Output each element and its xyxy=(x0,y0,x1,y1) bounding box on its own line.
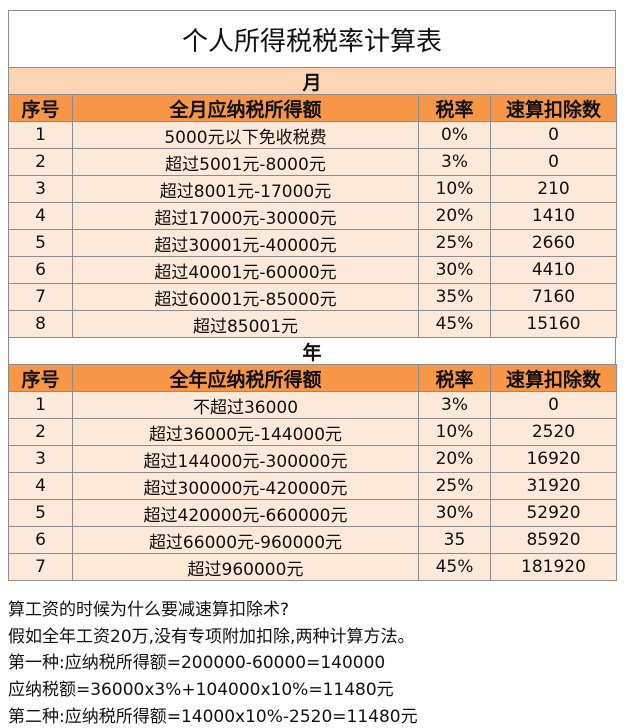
note-line: 假如全年工资20万,没有专项附加扣除,两种计算方法。 xyxy=(8,626,415,647)
table-cell: 3% xyxy=(418,148,491,176)
table-cell: 超过300000元-420000元 xyxy=(72,472,419,500)
section-label: 年 xyxy=(8,337,616,365)
table-cell: 8 xyxy=(8,310,73,338)
table-cell: 10% xyxy=(418,175,491,203)
table-cell: 超过40001元-60000元 xyxy=(72,256,419,284)
table-cell: 超过420000元-660000元 xyxy=(72,499,419,527)
table-cell: 25% xyxy=(418,472,491,500)
table-cell: 30% xyxy=(418,256,491,284)
table-cell: 6 xyxy=(8,256,73,284)
table-cell: 超过17000元-30000元 xyxy=(72,202,419,230)
column-header: 税率 xyxy=(418,94,491,122)
table-cell: 31920 xyxy=(490,472,617,500)
table-cell: 181920 xyxy=(490,553,617,581)
table-cell: 1410 xyxy=(490,202,617,230)
table-cell: 超过30001元-40000元 xyxy=(72,229,419,257)
column-header: 税率 xyxy=(418,364,491,392)
table-cell: 45% xyxy=(418,553,491,581)
table-cell: 0 xyxy=(490,121,617,149)
table-cell: 5 xyxy=(8,229,73,257)
table-cell: 85920 xyxy=(490,526,617,554)
table-cell: 20% xyxy=(418,445,491,473)
table-cell: 超过36000元-144000元 xyxy=(72,418,419,446)
table-cell: 0 xyxy=(490,391,617,419)
table-cell: 0 xyxy=(490,148,617,176)
table-cell: 52920 xyxy=(490,499,617,527)
table-cell: 超过60001元-85000元 xyxy=(72,283,419,311)
table-cell: 7 xyxy=(8,553,73,581)
note-line: 第二种:应纳税所得额=14000x10%-2520=11480元 xyxy=(8,706,418,727)
note-line: 算工资的时候为什么要减速算扣除术? xyxy=(8,600,290,620)
table-cell: 超过960000元 xyxy=(72,553,419,581)
note-line: 应纳税额=36000x3%+104000x10%=11480元 xyxy=(8,680,394,701)
table-cell: 210 xyxy=(490,175,617,203)
table-cell: 25% xyxy=(418,229,491,257)
table-cell: 超过8001元-17000元 xyxy=(72,175,419,203)
table-cell: 4 xyxy=(8,472,73,500)
table-cell: 2520 xyxy=(490,418,617,446)
table-cell: 35% xyxy=(418,283,491,311)
section-label: 月 xyxy=(8,67,616,95)
table-cell: 超过85001元 xyxy=(72,310,419,338)
table-cell: 7160 xyxy=(490,283,617,311)
table-cell: 1 xyxy=(8,121,73,149)
table-cell: 2660 xyxy=(490,229,617,257)
table-cell: 1 xyxy=(8,391,73,419)
table-cell: 20% xyxy=(418,202,491,230)
table-cell: 2 xyxy=(8,418,73,446)
table-cell: 5000元以下免收税费 xyxy=(72,121,419,149)
table-cell: 6 xyxy=(8,526,73,554)
table-cell: 16920 xyxy=(490,445,617,473)
table-cell: 不超过36000 xyxy=(72,391,419,419)
table-cell: 0% xyxy=(418,121,491,149)
table-cell: 10% xyxy=(418,418,491,446)
note-line: 第一种:应纳税所得额=200000-60000=140000 xyxy=(8,653,386,674)
table-cell: 5 xyxy=(8,499,73,527)
column-header: 序号 xyxy=(8,94,73,122)
column-header: 全年应纳税所得额 xyxy=(72,364,419,392)
table-cell: 35 xyxy=(418,526,491,554)
table-cell: 超过144000元-300000元 xyxy=(72,445,419,473)
table-cell: 3 xyxy=(8,445,73,473)
column-header: 速算扣除数 xyxy=(490,364,617,392)
table-title: 个人所得税税率计算表 xyxy=(8,10,616,68)
table-cell: 15160 xyxy=(490,310,617,338)
table-cell: 30% xyxy=(418,499,491,527)
table-cell: 超过5001元-8000元 xyxy=(72,148,419,176)
table-cell: 3% xyxy=(418,391,491,419)
column-header: 序号 xyxy=(8,364,73,392)
table-cell: 45% xyxy=(418,310,491,338)
column-header: 全月应纳税所得额 xyxy=(72,94,419,122)
table-cell: 4 xyxy=(8,202,73,230)
table-cell: 3 xyxy=(8,175,73,203)
column-header: 速算扣除数 xyxy=(490,94,617,122)
table-cell: 超过66000元-960000元 xyxy=(72,526,419,554)
table-cell: 4410 xyxy=(490,256,617,284)
table-cell: 7 xyxy=(8,283,73,311)
table-cell: 2 xyxy=(8,148,73,176)
